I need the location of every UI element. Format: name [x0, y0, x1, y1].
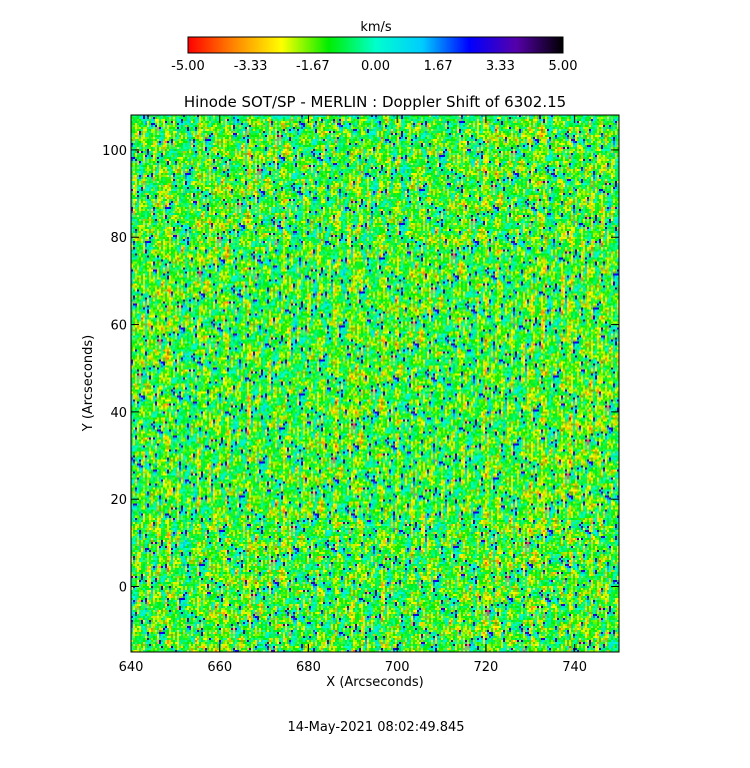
y-tick-label: 100 [102, 144, 127, 159]
x-tick-label: 640 [119, 660, 144, 675]
colorbar-ticks: -5.00 -3.33 -1.67 0.00 1.67 3.33 5.00 [171, 59, 577, 74]
x-tick-label: 680 [296, 660, 321, 675]
x-axis-label: X (Arcseconds) [326, 675, 423, 690]
x-tick-label: 700 [385, 660, 410, 675]
doppler-heatmap-image [131, 115, 619, 652]
colorbar-tick-label: 0.00 [361, 59, 390, 74]
colorbar [187, 36, 564, 54]
colorbar-tick-label: -3.33 [234, 59, 268, 74]
y-tick-label: 80 [110, 231, 127, 246]
y-tick-label: 0 [119, 581, 127, 596]
axis-ticks: 640 660 680 700 720 740 0 20 40 60 80 100 [102, 115, 619, 675]
chart-title: Hinode SOT/SP - MERLIN : Doppler Shift o… [184, 93, 566, 111]
colorbar-tick-label: 3.33 [486, 59, 515, 74]
colorbar-tick-label: 1.67 [424, 59, 453, 74]
colorbar-tick-label: -1.67 [296, 59, 330, 74]
y-tick-label: 20 [110, 493, 127, 508]
heatmap-field [131, 115, 619, 652]
y-tick-label: 60 [110, 319, 127, 334]
colorbar-tick-label: -5.00 [171, 59, 205, 74]
plot-frame [130, 114, 620, 653]
x-tick-label: 740 [562, 660, 587, 675]
x-tick-label: 720 [473, 660, 498, 675]
y-tick-label: 40 [110, 406, 127, 421]
x-tick-label: 660 [207, 660, 232, 675]
y-axis-label: Y (Arcseconds) [81, 335, 96, 432]
colorbar-unit-label: km/s [360, 20, 392, 35]
timestamp-label: 14-May-2021 08:02:49.845 [287, 720, 464, 735]
colorbar-tick-label: 5.00 [549, 59, 578, 74]
